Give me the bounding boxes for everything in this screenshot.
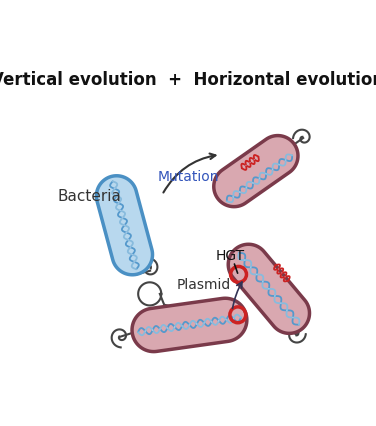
- Text: Mutation: Mutation: [157, 170, 219, 184]
- Text: Bacteria: Bacteria: [58, 189, 122, 204]
- Polygon shape: [96, 176, 153, 275]
- Polygon shape: [228, 244, 309, 334]
- Text: HGT: HGT: [215, 249, 244, 262]
- Polygon shape: [132, 298, 247, 351]
- Text: Plasmid: Plasmid: [176, 278, 231, 292]
- Text: Vertical evolution  +  Horizontal evolution: Vertical evolution + Horizontal evolutio…: [0, 71, 376, 89]
- Polygon shape: [214, 135, 298, 207]
